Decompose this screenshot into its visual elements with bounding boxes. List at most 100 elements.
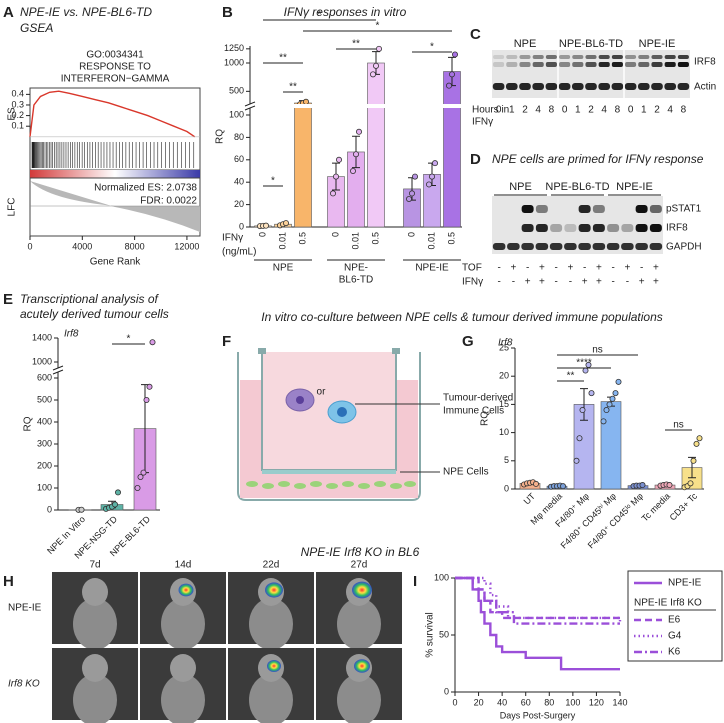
series-line bbox=[29, 90, 196, 138]
panel-letter: H bbox=[3, 573, 14, 590]
x-tick-label: 40 bbox=[497, 697, 507, 707]
x-tick-label: 0 bbox=[452, 697, 457, 707]
data-point bbox=[352, 151, 359, 158]
x-tick-label: 0 bbox=[257, 232, 267, 237]
blot-band bbox=[521, 224, 534, 232]
y-tick-label: 200 bbox=[37, 460, 52, 470]
x-tick-label: 4000 bbox=[72, 241, 92, 251]
data-point bbox=[445, 82, 452, 89]
blot-band bbox=[592, 224, 605, 232]
y-tick-label: 100 bbox=[229, 109, 244, 119]
sign: - bbox=[626, 277, 629, 288]
sign: + bbox=[539, 263, 545, 274]
blot-band bbox=[550, 224, 563, 232]
blot-band bbox=[635, 224, 648, 232]
row-label: NPE-IE bbox=[8, 603, 42, 614]
x-tick-label: 0.01 bbox=[277, 232, 287, 250]
sign: + bbox=[525, 277, 531, 288]
hours-label: 1 bbox=[575, 105, 581, 116]
sign: + bbox=[653, 263, 659, 274]
blot-band bbox=[521, 243, 534, 250]
data-point bbox=[603, 407, 610, 414]
mouse-body bbox=[337, 674, 381, 723]
data-point bbox=[375, 45, 382, 52]
axis-label: IFNγ bbox=[472, 117, 493, 128]
rank-gradient bbox=[30, 170, 200, 178]
blot-band bbox=[532, 55, 544, 59]
band-label: IRF8 bbox=[666, 223, 688, 234]
gene-label: Irf8 bbox=[498, 338, 513, 349]
x-tick-label: Tc media bbox=[640, 491, 673, 524]
data-point bbox=[408, 190, 415, 197]
row-label: IFNγ bbox=[462, 277, 483, 288]
x-tick-label: CD3+ Tc bbox=[668, 491, 700, 523]
barcode bbox=[31, 142, 195, 168]
significance-label: ns bbox=[592, 345, 603, 356]
bar bbox=[600, 401, 622, 490]
sign: + bbox=[596, 263, 602, 274]
data-point bbox=[137, 473, 144, 480]
data-point bbox=[693, 440, 700, 447]
blot-band bbox=[559, 62, 571, 67]
blot-band bbox=[545, 62, 557, 67]
blot-band bbox=[606, 243, 620, 250]
group-label: NPE-IE bbox=[415, 263, 449, 274]
blot-band bbox=[592, 205, 605, 213]
chart-subtitle: INTERFERON−GAMMA bbox=[61, 74, 170, 85]
diagram-label: Immune Cells bbox=[443, 406, 504, 417]
x-axis-label: Gene Rank bbox=[90, 257, 142, 268]
luminescence bbox=[267, 660, 281, 672]
y-axis-label: ES bbox=[7, 107, 18, 121]
blot-band bbox=[519, 55, 531, 59]
blot-band bbox=[507, 243, 520, 250]
sign: + bbox=[596, 277, 602, 288]
mouse-body bbox=[249, 598, 293, 650]
sign: - bbox=[583, 263, 586, 274]
data-point bbox=[687, 480, 694, 487]
data-point bbox=[690, 457, 697, 464]
blot-band bbox=[598, 83, 611, 90]
y-tick-label: 10 bbox=[499, 427, 509, 437]
hours-label: 2 bbox=[588, 105, 594, 116]
x-tick-label: 60 bbox=[521, 697, 531, 707]
diagram-label: or bbox=[317, 387, 327, 398]
legend-label: NPE-IE bbox=[668, 578, 702, 589]
blot-band bbox=[585, 55, 597, 59]
section-title: NPE-IE Irf8 KO in BL6 bbox=[301, 545, 420, 559]
hours-label: 1 bbox=[509, 105, 515, 116]
blot-band bbox=[649, 224, 662, 232]
data-point bbox=[428, 173, 435, 180]
data-point bbox=[609, 395, 616, 402]
luminescence bbox=[265, 582, 283, 598]
sign: - bbox=[497, 277, 500, 288]
blot-band bbox=[492, 243, 506, 250]
x-axis-label: IFNγ bbox=[222, 233, 243, 244]
y-axis-label: % survival bbox=[425, 612, 436, 658]
y-tick-label: 0.2 bbox=[11, 110, 24, 120]
mouse-body bbox=[161, 598, 205, 650]
x-tick-label: 140 bbox=[612, 697, 627, 707]
blot-band bbox=[505, 83, 518, 90]
data-point bbox=[576, 435, 583, 442]
gene-label: Irf8 bbox=[64, 329, 79, 340]
blot-band bbox=[624, 83, 637, 90]
significance-label: * bbox=[376, 21, 380, 32]
annotation: FDR: 0.0022 bbox=[140, 196, 197, 207]
hours-label: 0 bbox=[562, 105, 568, 116]
hours-label: 2 bbox=[522, 105, 528, 116]
y-tick-label: 0.4 bbox=[11, 89, 24, 99]
blot-band bbox=[572, 55, 584, 59]
row-label: TOF bbox=[462, 263, 482, 274]
data-point bbox=[579, 407, 586, 414]
blot-band bbox=[625, 62, 637, 67]
y-tick-label: 80 bbox=[234, 132, 244, 142]
blot-band bbox=[664, 55, 676, 59]
y-tick-label: 100 bbox=[37, 482, 52, 492]
lane-group-label: NPE-IE bbox=[639, 38, 676, 50]
panel-letter: G bbox=[462, 333, 474, 350]
hours-label: 8 bbox=[615, 105, 621, 116]
blot-band bbox=[651, 83, 663, 90]
y-tick-label: 50 bbox=[439, 629, 449, 639]
x-tick-label: 0 bbox=[27, 241, 32, 251]
y-tick-label: 600 bbox=[37, 372, 52, 382]
